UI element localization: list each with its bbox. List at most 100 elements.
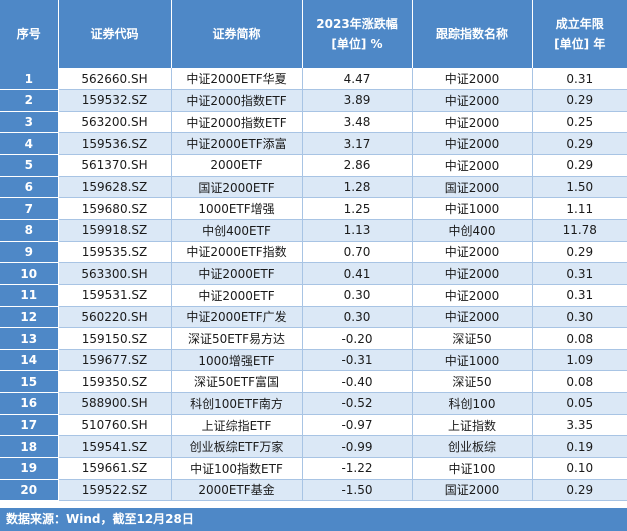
years-since-inception: 0.25 bbox=[532, 111, 627, 134]
row-index: 1 bbox=[0, 68, 59, 91]
table-row: 14 159677.SZ 1000增强ETF -0.31 中证1000 1.09 bbox=[0, 349, 627, 372]
security-code: 159536.SZ bbox=[58, 132, 172, 156]
tracking-index: 中证2000 bbox=[412, 284, 533, 307]
years-since-inception: 0.29 bbox=[532, 132, 627, 156]
return-2023: 1.25 bbox=[302, 197, 413, 220]
tracking-index: 中证2000 bbox=[412, 89, 533, 112]
security-name: 1000ETF增强 bbox=[171, 197, 303, 220]
row-index: 18 bbox=[0, 435, 59, 459]
years-since-inception: 1.50 bbox=[532, 176, 627, 199]
row-index: 14 bbox=[0, 349, 59, 372]
security-code: 159677.SZ bbox=[58, 349, 172, 372]
security-name: 深证50ETF富国 bbox=[171, 370, 303, 394]
table-row: 2 159532.SZ 中证2000指数ETF 3.89 中证2000 0.29 bbox=[0, 89, 627, 112]
header-tracking-index-line: 跟踪指数名称 bbox=[435, 27, 508, 41]
security-name: 中证2000ETF指数 bbox=[171, 241, 303, 264]
header-years: 成立年限 [单位] 年 bbox=[532, 0, 627, 68]
return-2023: -0.97 bbox=[302, 414, 413, 437]
years-since-inception: 0.08 bbox=[532, 370, 627, 394]
table-row: 19 159661.SZ 中证100指数ETF -1.22 中证100 0.10 bbox=[0, 457, 627, 480]
tracking-index: 国证2000 bbox=[412, 479, 533, 502]
row-index: 9 bbox=[0, 241, 59, 264]
tracking-index: 中证1000 bbox=[412, 197, 533, 220]
return-2023: 1.28 bbox=[302, 176, 413, 199]
row-index: 19 bbox=[0, 457, 59, 480]
security-code: 562660.SH bbox=[58, 68, 172, 91]
table-row: 5 561370.SH 2000ETF 2.86 中证2000 0.29 bbox=[0, 154, 627, 177]
security-code: 588900.SH bbox=[58, 392, 172, 415]
return-2023: -0.40 bbox=[302, 370, 413, 394]
years-since-inception: 0.29 bbox=[532, 89, 627, 112]
table-header-row: 序号 证券代码 证券简称 2023年涨跌幅 [单位] % 跟踪指数名称 成立年限 [单位] 年 bbox=[0, 0, 627, 68]
return-2023: 0.41 bbox=[302, 262, 413, 285]
security-name: 中证2000ETF bbox=[171, 284, 303, 307]
table-row: 12 560220.SH 中证2000ETF广发 0.30 中证2000 0.30 bbox=[0, 306, 627, 329]
years-since-inception: 0.31 bbox=[532, 68, 627, 91]
security-name: 中证2000指数ETF bbox=[171, 111, 303, 134]
table-row: 20 159522.SZ 2000ETF基金 -1.50 国证2000 0.29 bbox=[0, 479, 627, 502]
security-name: 中证2000指数ETF bbox=[171, 89, 303, 112]
return-2023: 3.48 bbox=[302, 111, 413, 134]
years-since-inception: 0.08 bbox=[532, 327, 627, 350]
row-index: 5 bbox=[0, 154, 59, 177]
security-name: 中证100指数ETF bbox=[171, 457, 303, 480]
years-since-inception: 0.05 bbox=[532, 392, 627, 415]
years-since-inception: 1.11 bbox=[532, 197, 627, 220]
security-code: 159532.SZ bbox=[58, 89, 172, 112]
tracking-index: 中证100 bbox=[412, 457, 533, 480]
return-2023: 4.47 bbox=[302, 68, 413, 91]
row-index: 10 bbox=[0, 262, 59, 285]
years-since-inception: 0.31 bbox=[532, 284, 627, 307]
security-code: 159522.SZ bbox=[58, 479, 172, 502]
years-since-inception: 0.29 bbox=[532, 479, 627, 502]
years-since-inception: 1.09 bbox=[532, 349, 627, 372]
security-code: 159918.SZ bbox=[58, 219, 172, 242]
security-name: 中证2000ETF广发 bbox=[171, 306, 303, 329]
tracking-index: 中证2000 bbox=[412, 68, 533, 91]
header-years-line: 成立年限 bbox=[555, 17, 604, 31]
security-code: 159531.SZ bbox=[58, 284, 172, 307]
row-index: 2 bbox=[0, 89, 59, 112]
row-index: 12 bbox=[0, 306, 59, 329]
tracking-index: 中证2000 bbox=[412, 241, 533, 264]
table-row: 3 563200.SH 中证2000指数ETF 3.48 中证2000 0.25 bbox=[0, 111, 627, 134]
header-name-line: 证券简称 bbox=[212, 27, 261, 41]
years-since-inception: 0.29 bbox=[532, 241, 627, 264]
return-2023: -0.20 bbox=[302, 327, 413, 350]
tracking-index: 中证1000 bbox=[412, 349, 533, 372]
return-2023: 0.30 bbox=[302, 306, 413, 329]
table-row: 4 159536.SZ 中证2000ETF添富 3.17 中证2000 0.29 bbox=[0, 132, 627, 156]
tracking-index: 上证指数 bbox=[412, 414, 533, 437]
tracking-index: 中证2000 bbox=[412, 132, 533, 156]
security-name: 中证2000ETF bbox=[171, 262, 303, 285]
row-index: 7 bbox=[0, 197, 59, 220]
return-2023: -1.22 bbox=[302, 457, 413, 480]
table-row: 11 159531.SZ 中证2000ETF 0.30 中证2000 0.31 bbox=[0, 284, 627, 307]
header-index: 序号 bbox=[0, 0, 59, 68]
tracking-index: 国证2000 bbox=[412, 176, 533, 199]
security-code: 159150.SZ bbox=[58, 327, 172, 350]
row-index: 4 bbox=[0, 132, 59, 156]
security-code: 159541.SZ bbox=[58, 435, 172, 459]
row-index: 16 bbox=[0, 392, 59, 415]
table-row: 18 159541.SZ 创业板综ETF万家 -0.99 创业板综 0.19 bbox=[0, 435, 627, 459]
table-row: 1 562660.SH 中证2000ETF华夏 4.47 中证2000 0.31 bbox=[0, 68, 627, 91]
security-code: 159680.SZ bbox=[58, 197, 172, 220]
return-2023: -0.31 bbox=[302, 349, 413, 372]
table-row: 15 159350.SZ 深证50ETF富国 -0.40 深证50 0.08 bbox=[0, 370, 627, 394]
tracking-index: 中证2000 bbox=[412, 306, 533, 329]
security-name: 科创100ETF南方 bbox=[171, 392, 303, 415]
table-row: 7 159680.SZ 1000ETF增强 1.25 中证1000 1.11 bbox=[0, 197, 627, 220]
years-since-inception: 0.31 bbox=[532, 262, 627, 285]
row-index: 3 bbox=[0, 111, 59, 134]
tracking-index: 中证2000 bbox=[412, 154, 533, 177]
return-2023: 2.86 bbox=[302, 154, 413, 177]
years-since-inception: 0.19 bbox=[532, 435, 627, 459]
etf-table: 序号 证券代码 证券简称 2023年涨跌幅 [单位] % 跟踪指数名称 成立年限 [单位] 年… bbox=[0, 0, 627, 502]
years-since-inception: 0.30 bbox=[532, 306, 627, 329]
security-name: 创业板综ETF万家 bbox=[171, 435, 303, 459]
header-code: 证券代码 bbox=[58, 0, 172, 68]
return-2023: 3.89 bbox=[302, 89, 413, 112]
security-code: 560220.SH bbox=[58, 306, 172, 329]
